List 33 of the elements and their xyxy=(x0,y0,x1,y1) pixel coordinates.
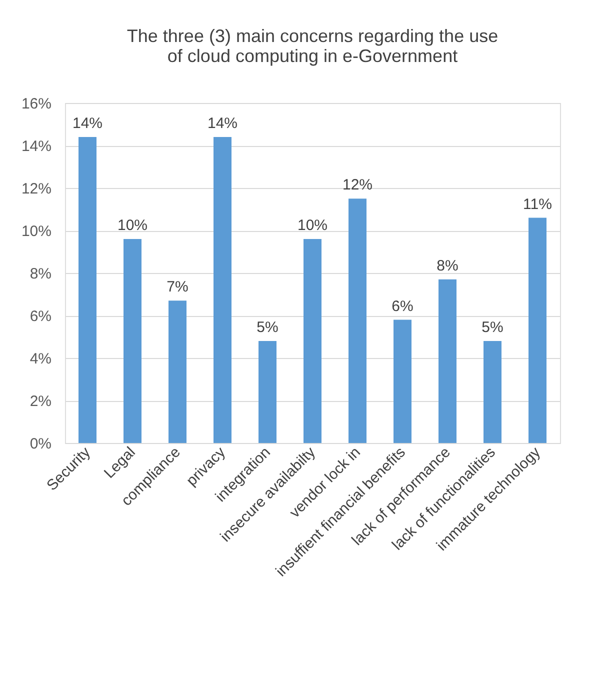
data-label: 5% xyxy=(256,319,278,336)
bar xyxy=(214,137,232,443)
bar xyxy=(258,341,276,443)
y-tick-label: 16% xyxy=(21,96,52,112)
bar xyxy=(168,300,186,443)
data-label: 14% xyxy=(207,115,238,132)
bar xyxy=(394,320,412,443)
text: The three (3) main concerns regarding the use xyxy=(126,26,498,46)
data-label: 6% xyxy=(392,298,414,315)
bar xyxy=(78,137,96,443)
y-tick-label: 6% xyxy=(30,308,52,325)
data-label: 5% xyxy=(482,319,504,336)
bar xyxy=(528,218,546,443)
bar xyxy=(438,279,456,443)
bar xyxy=(304,239,322,443)
data-label: 12% xyxy=(342,176,373,194)
data-label: 10% xyxy=(117,217,148,234)
y-tick-label: 14% xyxy=(21,138,52,155)
y-tick-label: 12% xyxy=(21,180,52,198)
y-tick-label: 8% xyxy=(30,266,52,282)
y-tick-label: 10% xyxy=(21,223,52,240)
text: of cloud computing in e-Government xyxy=(167,46,458,66)
y-tick-label: 2% xyxy=(30,393,52,410)
data-label: 8% xyxy=(436,257,458,274)
data-label: 10% xyxy=(297,217,328,234)
bar xyxy=(124,239,142,443)
y-tick-label: 0% xyxy=(30,436,52,452)
data-label: 14% xyxy=(72,115,103,132)
data-label: 7% xyxy=(166,278,188,296)
y-tick-label: 4% xyxy=(30,350,52,368)
bar xyxy=(484,341,502,443)
bar xyxy=(348,198,366,443)
data-label: 11% xyxy=(523,196,552,213)
